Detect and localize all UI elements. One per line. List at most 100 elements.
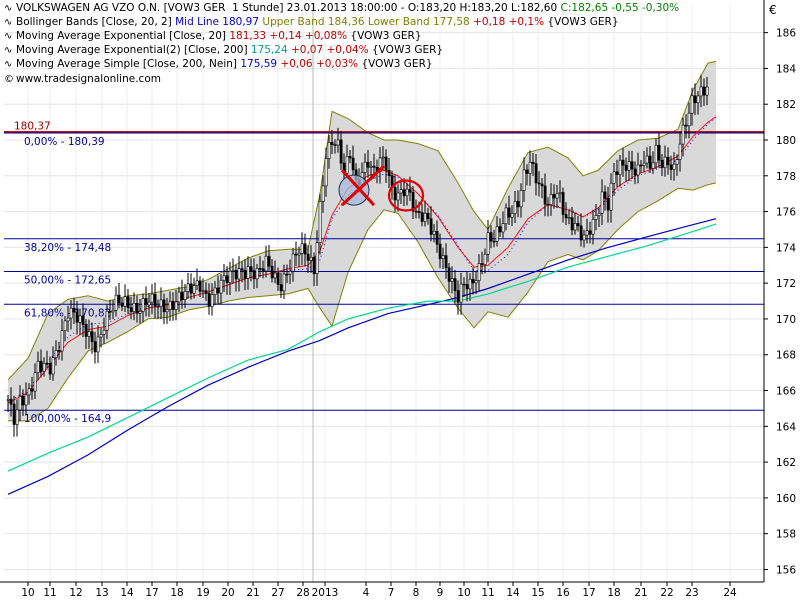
indicator-icon: ∿ <box>4 31 13 42</box>
candle-body <box>675 159 679 165</box>
candle-body <box>84 324 88 337</box>
candle-body <box>615 171 619 175</box>
candle-body <box>507 207 511 218</box>
x-tick-label: 9 <box>437 587 444 599</box>
candle-body <box>480 263 484 265</box>
candle-body <box>474 280 478 284</box>
candle-body <box>144 298 148 306</box>
x-axis: 10 11 12 13 14 17 18 19 20 21 27 28 2013 4 7 8 9 10 11 14 15… <box>21 582 737 599</box>
candle-body <box>273 272 277 279</box>
candle-body <box>492 240 496 243</box>
candle-body <box>441 255 445 259</box>
candle-body <box>33 372 37 392</box>
candle-body <box>417 211 421 213</box>
candle-body <box>489 232 493 242</box>
candle-body <box>69 307 73 319</box>
candle-body <box>621 159 625 166</box>
candle-body <box>129 307 133 312</box>
candle-body <box>183 291 187 301</box>
candle-body <box>351 157 355 171</box>
candle-body <box>27 388 31 396</box>
candle-body <box>384 156 388 171</box>
candle-body <box>546 203 550 206</box>
candle-body <box>663 156 667 168</box>
candle-body <box>540 183 544 187</box>
candle-body <box>348 156 352 159</box>
candle-body <box>534 163 538 184</box>
x-tick-label: 12 <box>69 587 82 599</box>
x-tick-label: 15 <box>531 587 544 599</box>
candle-body <box>486 232 490 255</box>
candle-body <box>288 270 292 275</box>
candle-body <box>204 290 208 294</box>
candle-body <box>639 164 643 167</box>
candle-body <box>51 357 55 375</box>
candle-body <box>435 231 439 245</box>
y-tick-label: 162 <box>776 457 796 469</box>
candle-body <box>582 234 586 241</box>
x-tick-label: 18 <box>170 587 183 599</box>
plot-frame <box>0 0 765 583</box>
candle-body <box>684 124 688 127</box>
candle-body <box>363 161 367 173</box>
candle-body <box>426 212 430 219</box>
candle-body <box>198 280 202 292</box>
candle-body <box>243 269 247 279</box>
candle-body <box>627 161 631 171</box>
chart-icon: ∿ <box>4 3 13 14</box>
candle-body <box>690 95 694 114</box>
candle-body <box>531 162 535 164</box>
candle-body <box>423 212 427 222</box>
x-tick-label: 4 <box>363 587 370 599</box>
candle-body <box>81 315 85 325</box>
candle-body <box>153 293 157 307</box>
candle-body <box>315 242 319 275</box>
candle-body <box>651 162 655 169</box>
y-tick-label: 186 <box>776 28 796 40</box>
indicator-icon: ∿ <box>4 45 13 56</box>
candle-body <box>207 293 211 307</box>
x-tick-label: 13 <box>95 587 108 599</box>
fib-label: 50,00% - 172,65 <box>24 275 111 287</box>
bollinger-band-fill <box>8 61 716 421</box>
candle-body <box>285 273 289 276</box>
header-ema20: ∿ Moving Average Exponential [Close, 20] … <box>4 30 422 42</box>
candle-body <box>42 362 46 372</box>
candle-body <box>519 190 523 208</box>
x-tick-label: 2013 <box>312 587 339 599</box>
candle-body <box>468 278 472 290</box>
y-tick-label: 174 <box>776 242 796 254</box>
candle-body <box>660 159 664 168</box>
candle-body <box>570 217 574 231</box>
x-tick-label: 7 <box>388 587 395 599</box>
copyright: © www.tradesignalonline.com <box>4 73 161 85</box>
candle-body <box>504 207 508 224</box>
candle-body <box>120 302 124 307</box>
candle-body <box>93 341 97 353</box>
candle-body <box>72 307 76 313</box>
candle-body <box>408 188 412 193</box>
candle-body <box>693 95 697 104</box>
candle-body <box>642 162 646 166</box>
candle-body <box>177 291 181 303</box>
candle-body <box>300 243 304 254</box>
candle-body <box>609 182 613 211</box>
candle-body <box>216 287 220 294</box>
candle-body <box>258 268 262 270</box>
candle-body <box>654 144 658 164</box>
candle-body <box>291 253 295 272</box>
candle-body <box>147 301 151 306</box>
candle-body <box>339 139 343 164</box>
candle-body <box>513 201 517 214</box>
candle-body <box>702 86 706 96</box>
candle-body <box>132 303 136 312</box>
candle-body <box>465 284 469 290</box>
candle-body <box>597 212 601 216</box>
candle-body <box>585 230 589 236</box>
candle-body <box>420 212 424 222</box>
x-tick-label: 21 <box>634 587 647 599</box>
y-tick-label: 172 <box>776 278 796 290</box>
candle-body <box>135 303 139 314</box>
candle-body <box>600 191 604 214</box>
candle-body <box>477 263 481 281</box>
